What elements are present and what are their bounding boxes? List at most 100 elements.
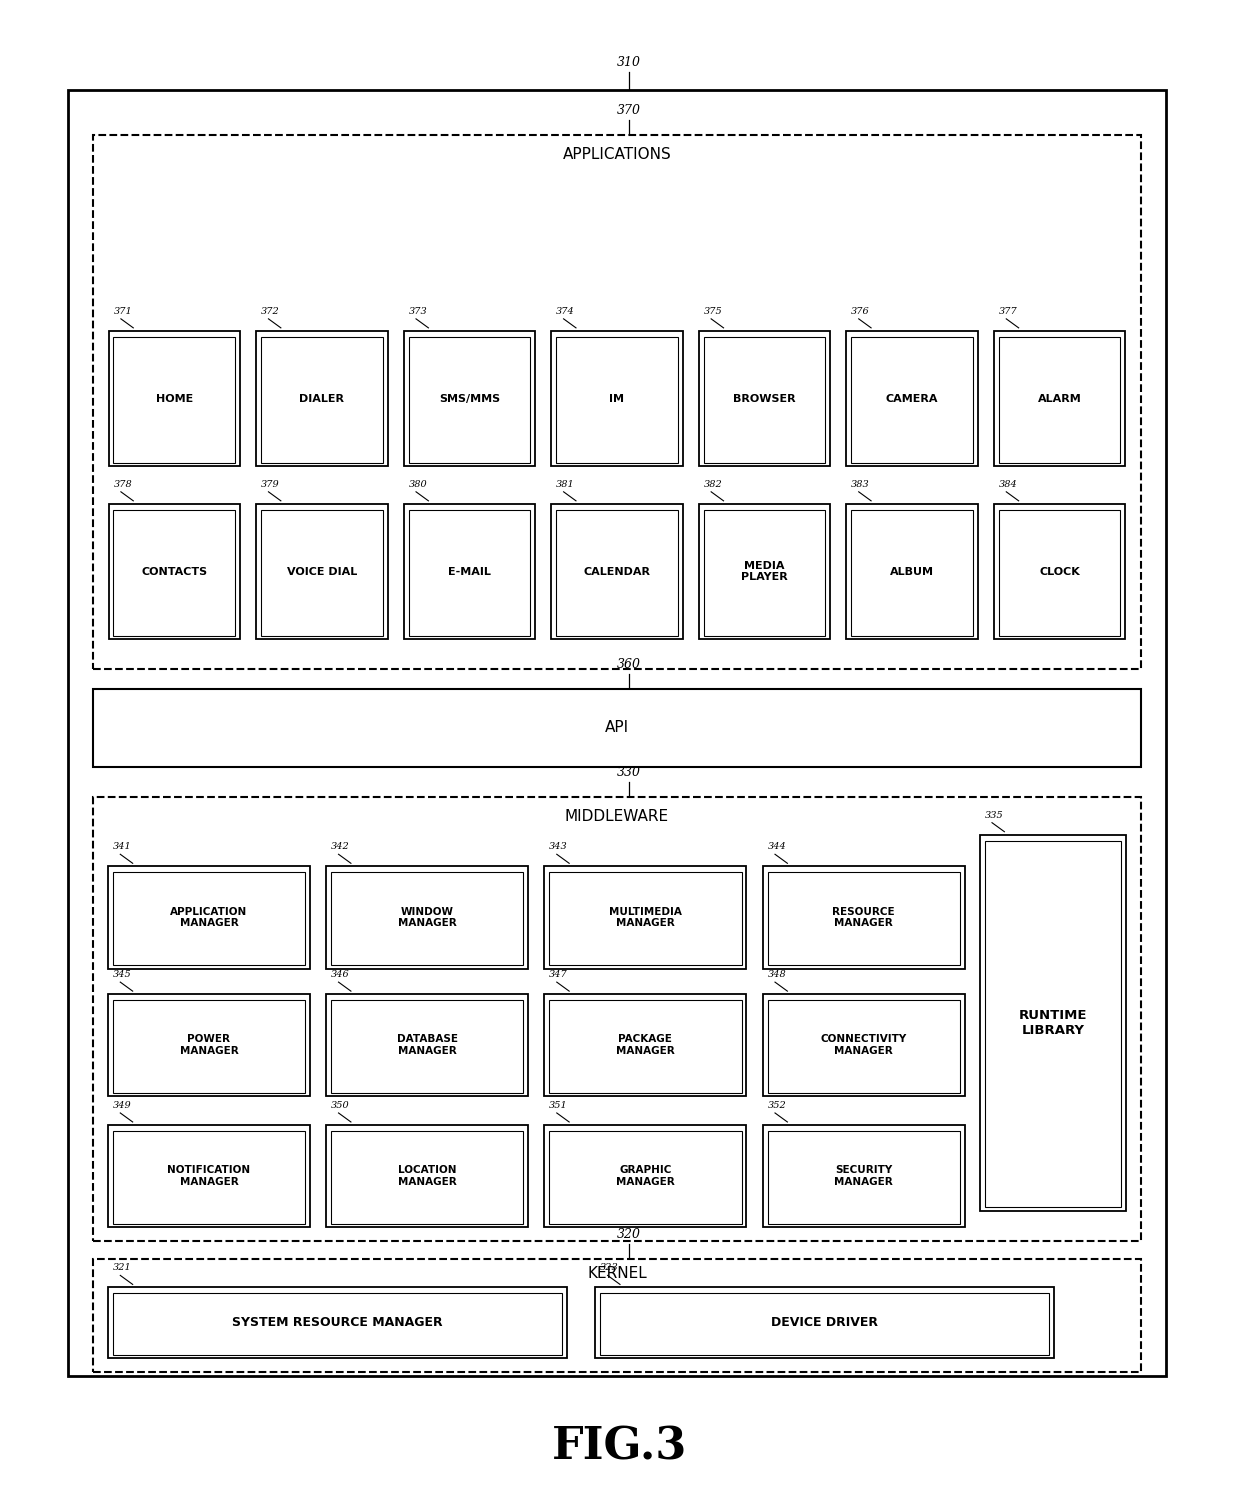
Text: 379: 379 [262,480,280,489]
Bar [552,331,682,466]
Text: 348: 348 [768,970,786,979]
Text: MULTIMEDIA
MANAGER: MULTIMEDIA MANAGER [609,907,682,928]
Text: 370: 370 [618,104,641,117]
Text: MIDDLEWARE: MIDDLEWARE [565,809,668,824]
Bar [768,1131,960,1224]
Bar [552,504,682,639]
Bar [255,331,387,466]
Text: CAMERA: CAMERA [885,394,939,403]
Bar [409,510,531,636]
Text: API: API [605,720,629,735]
Bar [704,337,826,463]
Bar [409,337,531,463]
Bar [980,835,1126,1211]
Bar [549,1000,742,1093]
Text: RUNTIME
LIBRARY: RUNTIME LIBRARY [1018,1009,1087,1036]
Text: 352: 352 [768,1101,786,1110]
Bar [999,337,1121,463]
Text: ALARM: ALARM [1038,394,1081,403]
Text: RESOURCE
MANAGER: RESOURCE MANAGER [832,907,895,928]
Text: LOCATION
MANAGER: LOCATION MANAGER [398,1166,456,1187]
Bar [404,504,534,639]
Text: HOME: HOME [155,394,193,403]
Bar [768,1000,960,1093]
Bar [704,510,826,636]
Bar [113,1000,305,1093]
Bar [549,872,742,966]
Bar [544,994,746,1096]
Text: 380: 380 [409,480,428,489]
Text: 346: 346 [331,970,350,979]
Bar [108,994,310,1096]
Bar [108,1125,310,1227]
Text: 350: 350 [331,1101,350,1110]
Text: 381: 381 [556,480,575,489]
Bar [331,872,523,966]
Text: MEDIA
PLAYER: MEDIA PLAYER [742,561,787,582]
Bar [93,797,1141,1241]
Text: SYSTEM RESOURCE MANAGER: SYSTEM RESOURCE MANAGER [232,1316,443,1330]
Bar [331,1131,523,1224]
Text: 341: 341 [113,842,131,851]
Text: 375: 375 [704,307,723,316]
Bar [768,872,960,966]
Text: 383: 383 [851,480,870,489]
Text: DIALER: DIALER [299,394,345,403]
Text: DEVICE DRIVER: DEVICE DRIVER [771,1316,878,1330]
Text: CLOCK: CLOCK [1039,567,1080,576]
Bar [985,841,1121,1208]
Text: BROWSER: BROWSER [733,394,796,403]
Text: 310: 310 [618,56,641,69]
Text: 347: 347 [549,970,568,979]
Bar [114,337,236,463]
Text: 378: 378 [114,480,133,489]
Bar [851,510,972,636]
Text: 351: 351 [549,1101,568,1110]
Bar [262,337,382,463]
Bar [93,1259,1141,1372]
Bar [113,1131,305,1224]
Text: 377: 377 [999,307,1018,316]
Text: WINDOW
MANAGER: WINDOW MANAGER [398,907,456,928]
Bar [108,866,310,969]
Bar [763,994,965,1096]
Text: CONNECTIVITY
MANAGER: CONNECTIVITY MANAGER [821,1035,906,1056]
Bar [851,337,972,463]
Text: SECURITY
MANAGER: SECURITY MANAGER [835,1166,893,1187]
Bar [113,1293,562,1355]
Text: 374: 374 [556,307,575,316]
Text: GRAPHIC
MANAGER: GRAPHIC MANAGER [616,1166,675,1187]
Text: 349: 349 [113,1101,131,1110]
Bar [331,1000,523,1093]
Text: 376: 376 [851,307,870,316]
Bar [994,331,1126,466]
Bar [763,866,965,969]
Bar [326,866,528,969]
Bar [595,1287,1054,1358]
Text: APPLICATION
MANAGER: APPLICATION MANAGER [170,907,248,928]
Text: KERNEL: KERNEL [587,1266,647,1281]
Text: APPLICATIONS: APPLICATIONS [563,147,671,162]
Bar [994,504,1126,639]
Bar [68,90,1166,1376]
Bar [326,994,528,1096]
Bar [600,1293,1049,1355]
Text: 372: 372 [262,307,280,316]
Text: 335: 335 [985,811,1003,820]
Text: CALENDAR: CALENDAR [583,567,651,576]
Bar [326,1125,528,1227]
Text: IM: IM [609,394,625,403]
Bar [93,135,1141,669]
Text: 323: 323 [600,1263,619,1272]
Text: 345: 345 [113,970,131,979]
Text: 330: 330 [618,766,641,779]
Text: ALBUM: ALBUM [890,567,934,576]
Text: DATABASE
MANAGER: DATABASE MANAGER [397,1035,458,1056]
Bar [255,504,387,639]
Text: POWER
MANAGER: POWER MANAGER [180,1035,238,1056]
Bar [699,331,831,466]
Text: 321: 321 [113,1263,131,1272]
Bar [109,331,241,466]
Text: 373: 373 [409,307,428,316]
Text: 384: 384 [999,480,1018,489]
